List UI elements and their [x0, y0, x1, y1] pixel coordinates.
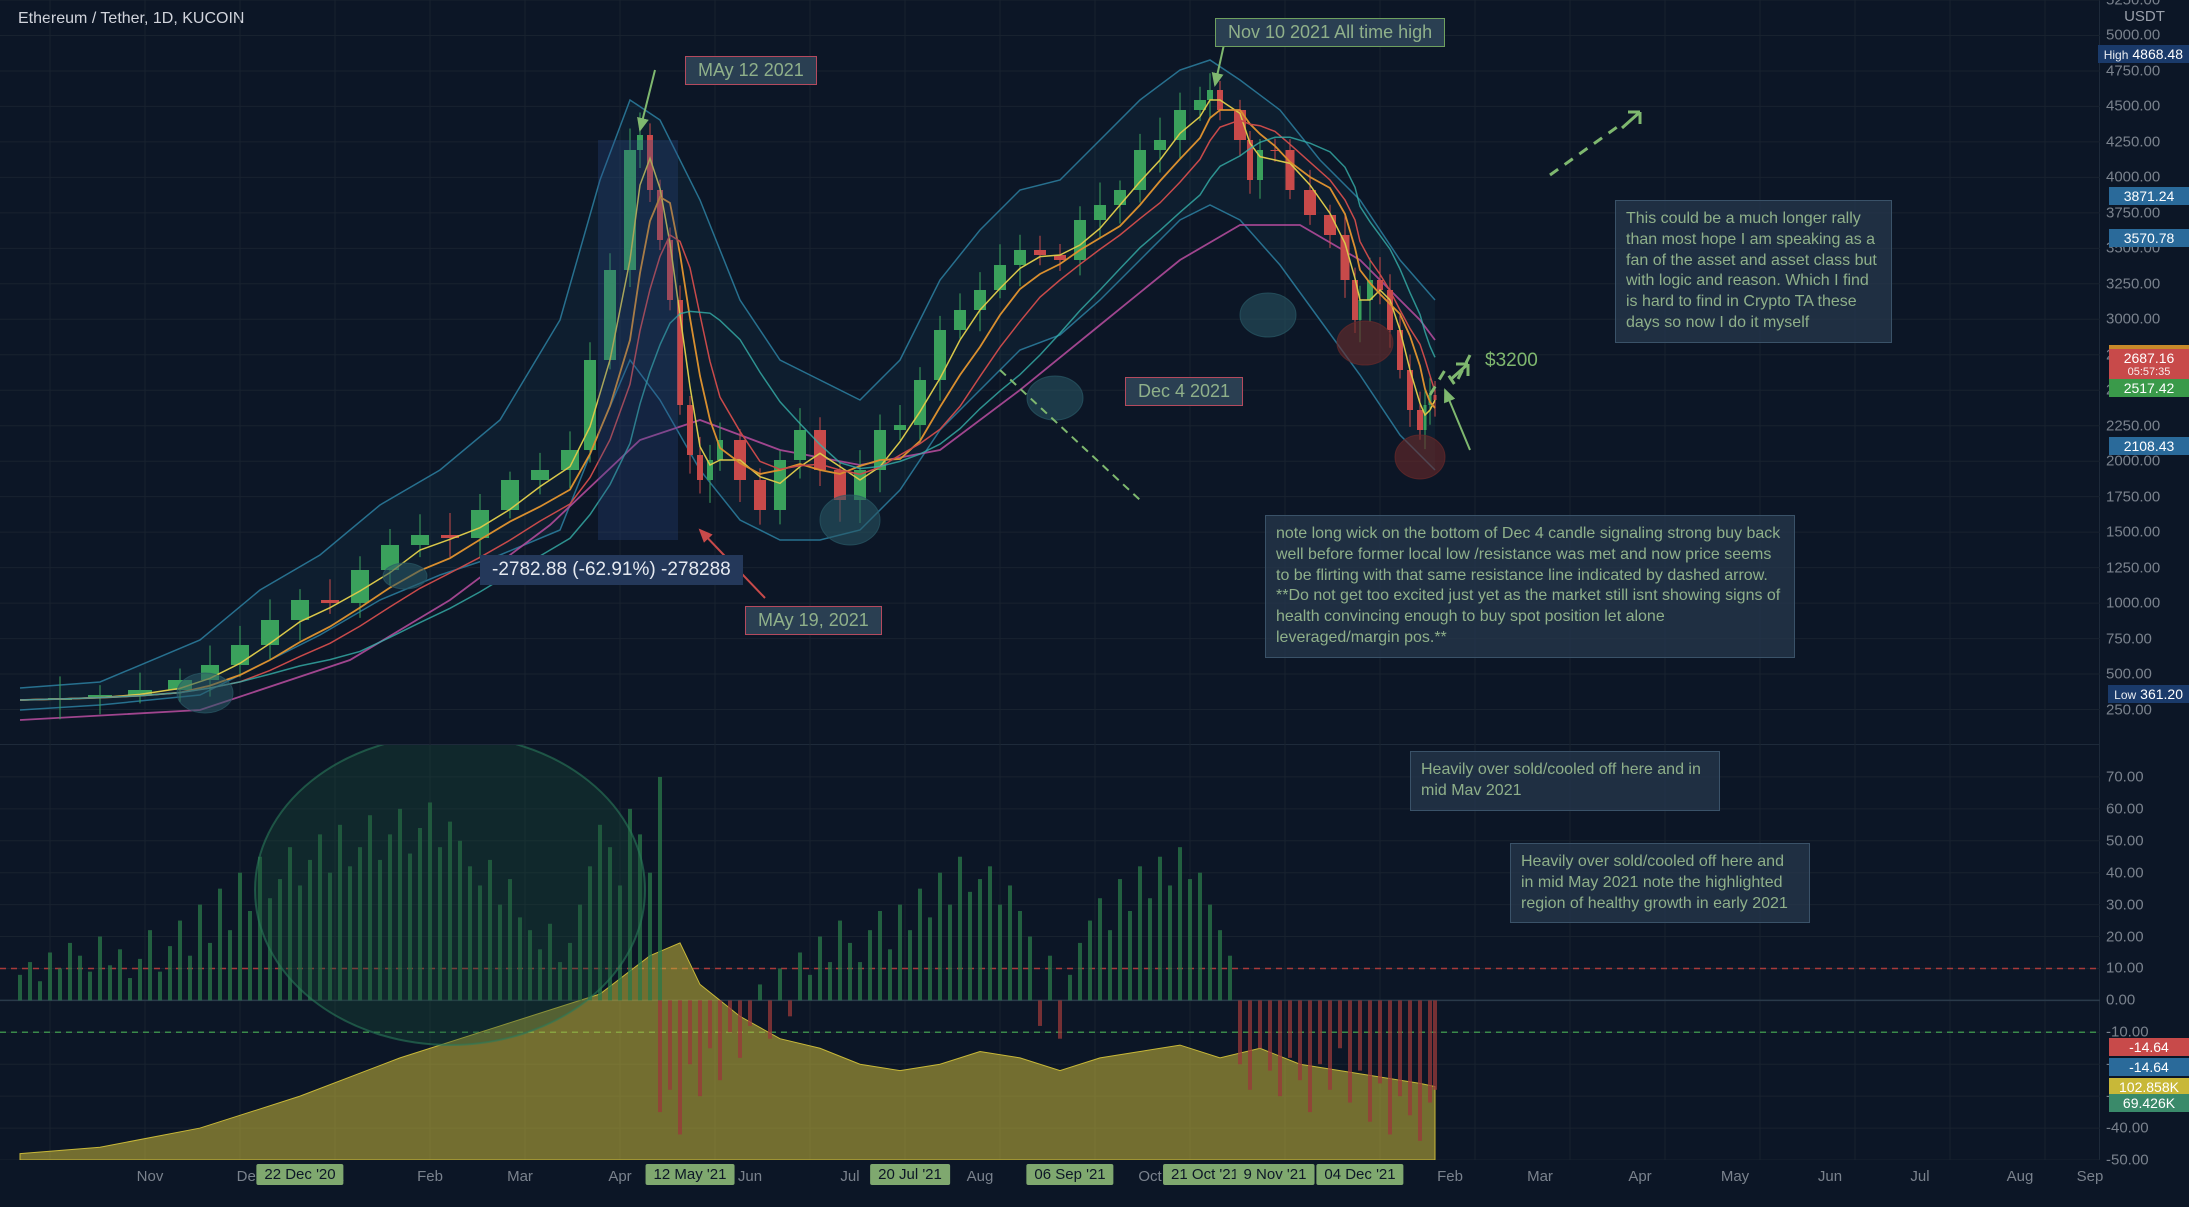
annotation-may19: MAy 19, 2021	[745, 606, 882, 635]
time-highlight: 12 May '21	[646, 1164, 735, 1185]
time-highlight: 06 Sep '21	[1026, 1164, 1113, 1185]
time-tick: Aug	[967, 1168, 994, 1185]
price-tick: 5000.00	[2106, 27, 2160, 44]
price-tag: 2517.42	[2109, 379, 2189, 397]
price-tag: 3570.78	[2109, 229, 2189, 247]
indicator-pane[interactable]	[0, 745, 2100, 1160]
annotation-may12: MAy 12 2021	[685, 56, 817, 85]
time-highlight: 22 Dec '20	[256, 1164, 343, 1185]
price-tick: 1500.00	[2106, 524, 2160, 541]
time-highlight: 20 Jul '21	[870, 1164, 950, 1185]
price-tick: 3000.00	[2106, 311, 2160, 328]
time-highlight: 04 Dec '21	[1316, 1164, 1403, 1185]
time-highlight: 21 Oct '21	[1163, 1164, 1247, 1185]
annotation-oversold-2: Heavily over sold/cooled off here and in…	[1510, 843, 1810, 923]
indicator-tick: -40.00	[2106, 1120, 2149, 1137]
time-tick: Aug	[2007, 1168, 2034, 1185]
annotation-ath: Nov 10 2021 All time high	[1215, 18, 1445, 47]
annotation-measure: -2782.88 (-62.91%) -278288	[480, 555, 743, 585]
price-tick: 1000.00	[2106, 595, 2160, 612]
time-tick: Apr	[1628, 1168, 1651, 1185]
indicator-tick: 10.00	[2106, 960, 2144, 977]
annotation-oversold-1: Heavily over sold/cooled off here and in…	[1410, 751, 1720, 811]
time-tick: Apr	[608, 1168, 631, 1185]
indicator-tick: 50.00	[2106, 832, 2144, 849]
time-tick: Jun	[1818, 1168, 1842, 1185]
price-tick: 250.00	[2106, 701, 2152, 718]
annotation-dec4: Dec 4 2021	[1125, 377, 1243, 406]
price-tick: 1750.00	[2106, 488, 2160, 505]
indicator-tag: -14.64	[2109, 1058, 2189, 1076]
indicator-tag: -14.64	[2109, 1038, 2189, 1056]
price-tick: 5250.00	[2106, 0, 2160, 9]
time-tick: Feb	[1437, 1168, 1463, 1185]
price-tag: 2108.43	[2109, 437, 2189, 455]
time-tick: Jul	[840, 1168, 859, 1185]
time-axis[interactable]: NovDec1FebMarAprJunJulAugOct2022FebMarAp…	[0, 1160, 2100, 1207]
price-tick: 1250.00	[2106, 559, 2160, 576]
price-tag: High4868.48	[2098, 45, 2189, 63]
indicator-tick: 30.00	[2106, 896, 2144, 913]
indicator-tick: 40.00	[2106, 864, 2144, 881]
time-highlight: 9 Nov '21	[1236, 1164, 1315, 1185]
time-tick: Oct	[1138, 1168, 1161, 1185]
time-tick: Sep	[2077, 1168, 2104, 1185]
time-tick: Mar	[1527, 1168, 1553, 1185]
indicator-tick: -50.00	[2106, 1152, 2149, 1169]
price-tick: 750.00	[2106, 630, 2152, 647]
time-tick: Nov	[137, 1168, 164, 1185]
indicator-tick: 60.00	[2106, 800, 2144, 817]
indicator-tick: 20.00	[2106, 928, 2144, 945]
time-tick: Feb	[417, 1168, 443, 1185]
indicator-tick: 70.00	[2106, 768, 2144, 785]
time-tick: May	[1721, 1168, 1749, 1185]
annotation-rally: This could be a much longer rally than m…	[1615, 200, 1892, 343]
chart-root: Ethereum / Tether, 1D, KUCOIN USDT 250.0…	[0, 0, 2189, 1207]
price-tick: 4750.00	[2106, 62, 2160, 79]
price-tick: 500.00	[2106, 666, 2152, 683]
price-axis-header: USDT	[2100, 8, 2189, 25]
indicator-tick: 0.00	[2106, 992, 2135, 1009]
price-tag: Low361.20	[2108, 685, 2189, 703]
indicator-tag: 69.426K	[2109, 1094, 2189, 1112]
time-tick: Jul	[1910, 1168, 1929, 1185]
price-tick: 3250.00	[2106, 275, 2160, 292]
price-tag: 3871.24	[2109, 187, 2189, 205]
time-tick: Mar	[507, 1168, 533, 1185]
annotation-wick: note long wick on the bottom of Dec 4 ca…	[1265, 515, 1795, 658]
price-axis[interactable]: USDT 250.00 500.00 750.00 1000.00 1250.00 150…	[2100, 0, 2189, 745]
indicator-axis[interactable]: -50.00-40.00-30.00-20.00-10.000.0010.002…	[2100, 745, 2189, 1160]
price-tick: 4500.00	[2106, 98, 2160, 115]
price-tick: 2250.00	[2106, 417, 2160, 434]
price-tag: 2687.1605:57:35	[2109, 349, 2189, 379]
annotation-target: $3200	[1485, 350, 1538, 372]
price-tick: 3750.00	[2106, 204, 2160, 221]
price-tick: 4000.00	[2106, 169, 2160, 186]
time-tick: Jun	[738, 1168, 762, 1185]
price-tick: 2000.00	[2106, 453, 2160, 470]
indicator-chart-svg	[0, 745, 2100, 1160]
price-tick: 4250.00	[2106, 133, 2160, 150]
